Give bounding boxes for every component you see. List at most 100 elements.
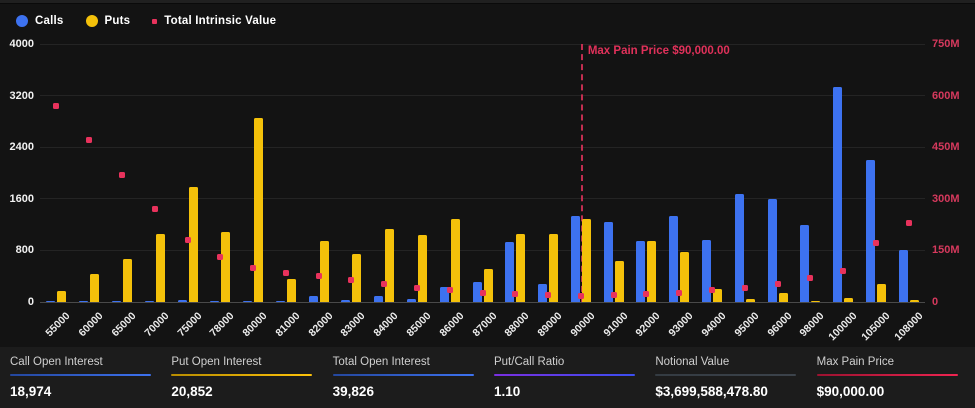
intrinsic-value-dot-96000 xyxy=(774,281,781,288)
x-tick-label-86000: 86000 xyxy=(437,310,467,340)
left-axis-tick: 0 xyxy=(27,296,34,308)
stat-max-pain-price: Max Pain Price $90,000.00 xyxy=(816,356,965,408)
put-bar-91000 xyxy=(614,260,624,302)
intrinsic-value-dot-80000 xyxy=(250,264,257,271)
stat-value: 39,826 xyxy=(332,384,374,399)
put-bar-78000 xyxy=(221,232,231,302)
x-tick-label-98000: 98000 xyxy=(797,310,827,340)
call-bar-96000 xyxy=(767,199,777,302)
intrinsic-value-dot-83000 xyxy=(348,277,355,284)
x-tick-label-93000: 93000 xyxy=(666,310,696,340)
put-bar-80000 xyxy=(254,118,264,302)
legend-label: Total Intrinsic Value xyxy=(164,15,277,27)
stat-accent-rule xyxy=(816,374,958,376)
x-tick-label-82000: 82000 xyxy=(305,310,336,340)
right-axis-tick: 150M xyxy=(932,244,960,257)
call-bar-91000 xyxy=(603,222,613,302)
intrinsic-value-dot-81000 xyxy=(282,269,289,276)
intrinsic-value-dot-90000 xyxy=(577,292,584,299)
right-axis-tick: 0 xyxy=(932,296,939,308)
left-axis: 4000 3200 2400 1600 800 0 xyxy=(0,38,34,308)
intrinsic-value-dot-65000 xyxy=(118,171,125,178)
gridline xyxy=(40,301,925,303)
x-tick-label-91000: 91000 xyxy=(600,310,631,340)
intrinsic-value-dot-82000 xyxy=(315,272,322,279)
put-bar-108000 xyxy=(909,299,919,302)
call-bar-92000 xyxy=(636,240,646,302)
right-axis-tick: 300M xyxy=(932,192,960,205)
x-tick-label-92000: 92000 xyxy=(633,310,663,340)
intrinsic-value-dot-93000 xyxy=(676,290,683,297)
put-bar-60000 xyxy=(90,273,100,302)
left-axis-tick: 1600 xyxy=(9,192,34,205)
x-tick-label-83000: 83000 xyxy=(338,310,368,340)
max-pain-line xyxy=(580,44,583,302)
stat-call-open-interest: Call Open Interest 18,974 xyxy=(10,356,158,408)
intrinsic-value-dot-91000 xyxy=(610,292,617,299)
intrinsic-value-dot-92000 xyxy=(643,291,650,298)
put-bar-86000 xyxy=(450,218,460,302)
intrinsic-value-dot-85000 xyxy=(413,284,420,291)
stat-value: $90,000.00 xyxy=(816,384,885,399)
intrinsic-value-dot-89000 xyxy=(545,292,552,299)
call-bar-87000 xyxy=(472,282,482,302)
gridline xyxy=(40,43,925,45)
call-bar-78000 xyxy=(210,301,220,302)
x-tick-label-60000: 60000 xyxy=(76,310,106,340)
call-bar-93000 xyxy=(669,216,679,302)
x-tick-label-96000: 96000 xyxy=(764,310,794,340)
legend-item-total-intrinsic-value[interactable]: Total Intrinsic Value xyxy=(152,15,276,27)
call-bar-88000 xyxy=(505,242,515,302)
stat-accent-rule xyxy=(332,374,474,376)
right-axis-tick: 750M xyxy=(932,38,960,50)
intrinsic-value-dot-95000 xyxy=(741,284,748,291)
stat-total-open-interest: Total Open Interest 39,826 xyxy=(332,356,481,408)
call-bar-94000 xyxy=(701,240,711,302)
chart-legend: Calls Puts Total Intrinsic Value xyxy=(16,15,276,27)
stat-label: Put Open Interest xyxy=(171,356,262,368)
put-bar-55000 xyxy=(57,291,67,302)
stat-label: Put/Call Ratio xyxy=(493,356,565,368)
call-bar-65000 xyxy=(111,301,121,302)
stat-accent-rule xyxy=(171,374,313,376)
gridline xyxy=(40,198,925,200)
legend-item-puts[interactable]: Puts xyxy=(85,15,131,27)
x-tick-label-65000: 65000 xyxy=(109,310,139,340)
legend-label: Calls xyxy=(35,15,64,27)
x-axis: 55000 60000 65000 70000 75000 78000 80000 81000… xyxy=(40,305,925,347)
put-bar-93000 xyxy=(680,252,690,302)
put-bar-85000 xyxy=(417,234,427,302)
x-tick-label-81000: 81000 xyxy=(273,310,303,340)
intrinsic-value-dot-78000 xyxy=(217,254,224,261)
call-bar-100000 xyxy=(833,86,843,302)
put-bar-90000 xyxy=(581,218,591,302)
put-bar-100000 xyxy=(844,298,854,302)
stat-accent-rule xyxy=(493,374,635,376)
stat-label: Call Open Interest xyxy=(10,356,103,368)
put-bar-75000 xyxy=(188,187,198,302)
put-bar-65000 xyxy=(122,259,132,302)
put-bar-83000 xyxy=(352,253,362,302)
x-tick-label-55000: 55000 xyxy=(43,310,73,340)
left-axis-tick: 800 xyxy=(15,244,34,257)
gridline xyxy=(40,249,925,251)
legend-item-calls[interactable]: Calls xyxy=(16,15,64,27)
intrinsic-value-dot-88000 xyxy=(512,290,519,297)
stat-accent-rule xyxy=(655,374,797,376)
x-tick-label-75000: 75000 xyxy=(174,310,204,340)
call-bar-82000 xyxy=(308,295,318,302)
stat-value: 1.10 xyxy=(493,384,521,399)
x-tick-label-105000: 105000 xyxy=(859,310,893,344)
stat-label: Max Pain Price xyxy=(816,356,894,368)
gridline xyxy=(40,146,925,148)
intrinsic-value-dot-94000 xyxy=(708,287,715,294)
call-bar-108000 xyxy=(898,249,908,302)
intrinsic-value-dot-84000 xyxy=(381,281,388,288)
stat-value: 20,852 xyxy=(171,384,213,399)
call-bar-55000 xyxy=(46,301,56,302)
put-bar-81000 xyxy=(286,279,296,302)
plot-area: Max Pain Price $90,000.00 xyxy=(40,43,925,303)
x-tick-label-80000: 80000 xyxy=(240,310,270,340)
x-tick-label-95000: 95000 xyxy=(732,310,762,340)
max-pain-label: Max Pain Price $90,000.00 xyxy=(587,45,730,57)
